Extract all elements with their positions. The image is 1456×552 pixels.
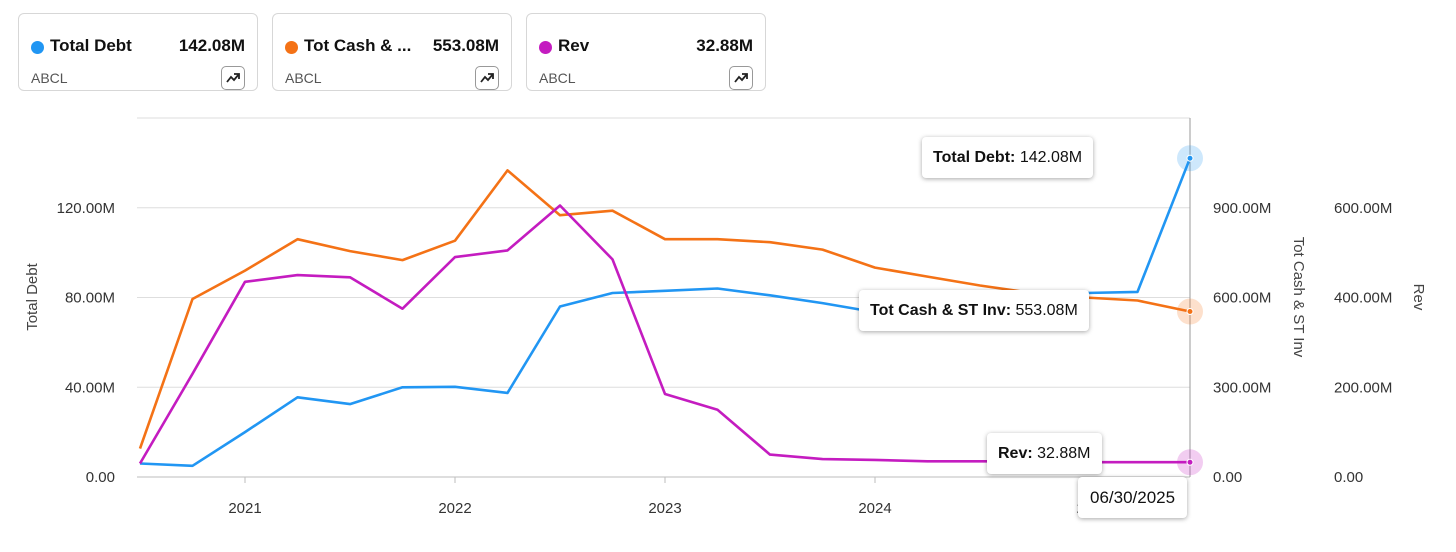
y-axis-title-right: Rev [1410, 284, 1427, 311]
trend-up-icon[interactable] [221, 66, 245, 90]
tooltip-cash: Tot Cash & ST Inv: 553.08M [859, 290, 1089, 331]
y-axis-right: 0.00 200.00M 400.00M 600.00M Rev [1334, 200, 1427, 486]
tooltip-label: Total Debt: [933, 149, 1016, 166]
hover-point [1186, 458, 1194, 466]
y-axis-left: 0.00 40.00M 80.00M 120.00M Total Debt [24, 200, 115, 486]
trend-up-icon[interactable] [729, 66, 753, 90]
y-tick-label: 600.00M [1334, 200, 1392, 217]
series-name: Tot Cash & ... [304, 36, 412, 55]
series-line-rev [138, 204, 1190, 465]
tooltip-value: 553.08M [1015, 302, 1078, 319]
tooltip-total-debt: Total Debt: 142.08M [922, 137, 1094, 178]
x-tick-label: 2023 [648, 500, 681, 517]
series-color-dot [539, 41, 552, 54]
tooltip-date: 06/30/2025 [1078, 477, 1188, 518]
y-axis-mid: 0.00 300.00M 600.00M 900.00M Tot Cash & ST I… [1213, 200, 1307, 486]
x-tick-label: 2024 [858, 500, 891, 517]
series-color-dot [31, 41, 44, 54]
y-tick-label: 300.00M [1213, 379, 1271, 396]
ticker-label: ABCL [31, 70, 68, 86]
trend-up-icon[interactable] [475, 66, 499, 90]
series-color-dot [285, 41, 298, 54]
y-tick-label: 400.00M [1334, 290, 1392, 307]
y-tick-label: 600.00M [1213, 290, 1271, 307]
legend-card-total-debt[interactable]: Total Debt 142.08M ABCL [18, 13, 258, 91]
tooltip-value: 32.88M [1037, 445, 1091, 462]
series-value: 32.88M [696, 36, 753, 55]
tooltip-label: Rev: [998, 445, 1033, 462]
y-axis-title-mid: Tot Cash & ST Inv [1290, 237, 1307, 358]
y-tick-label: 900.00M [1213, 200, 1271, 217]
y-tick-label: 200.00M [1334, 379, 1392, 396]
hover-point [1186, 308, 1194, 316]
x-tick-label: 2022 [438, 500, 471, 517]
ticker-label: ABCL [539, 70, 576, 86]
series-value: 142.08M [178, 36, 245, 55]
series-name: Total Debt [50, 36, 132, 55]
tooltip-value: 142.08M [1019, 149, 1083, 166]
y-tick-label: 40.00M [65, 379, 115, 396]
y-tick-label: 0.00 [86, 469, 115, 486]
legend-card-rev[interactable]: Rev 32.88M ABCL [526, 13, 766, 91]
series-name: Rev [558, 36, 590, 55]
hover-markers [1177, 145, 1203, 476]
tooltip-label: Tot Cash & ST Inv: [870, 302, 1012, 319]
y-tick-label: 0.00 [1334, 469, 1363, 486]
y-axis-title-left: Total Debt [24, 262, 41, 330]
y-tick-label: 0.00 [1213, 469, 1242, 486]
ticker-label: ABCL [285, 70, 322, 86]
tooltip-rev: Rev: 32.88M [987, 433, 1102, 474]
y-tick-label: 120.00M [57, 200, 115, 217]
x-tick-label: 2021 [228, 500, 261, 517]
hover-point [1186, 154, 1194, 162]
legend-card-cash[interactable]: Tot Cash & ... 553.08M ABCL [272, 13, 512, 91]
tooltip-date-value: 06/30/2025 [1090, 488, 1176, 507]
x-axis: 202120222023202420 [228, 477, 1093, 517]
y-tick-label: 80.00M [65, 290, 115, 307]
series-value: 553.08M [432, 36, 499, 55]
